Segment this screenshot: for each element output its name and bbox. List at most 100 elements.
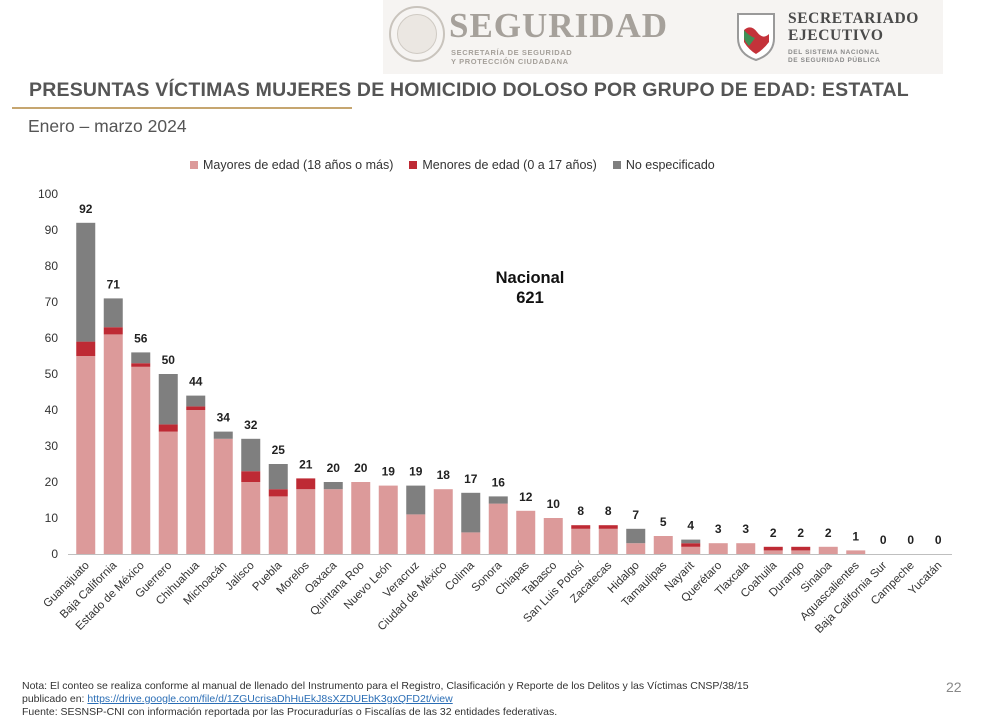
bar-segment-mayores [406,514,426,554]
bar-segment-menores [103,327,123,335]
bar-total-label: 34 [217,411,231,425]
y-tick-label: 40 [45,403,59,417]
bar-total-label: 0 [880,533,887,547]
bar-segment-no-especificado [76,222,96,342]
legend-swatch-no-especificado [612,161,621,169]
bar-total-label: 44 [189,375,203,389]
bar-segment-mayores [791,550,811,554]
y-tick-label: 0 [51,547,58,561]
y-tick-label: 90 [45,223,59,237]
source-link[interactable]: https://drive.google.com/file/d/1ZGUcris… [87,693,453,705]
y-tick-label: 50 [45,367,59,381]
bar-segment-menores [186,406,206,410]
bar-segment-mayores [213,438,233,554]
bar-total-label: 2 [825,526,832,540]
bar-segment-mayores [681,546,701,554]
legend-label-no-especificado: No especificado [625,158,715,172]
nacional-label: Nacional [495,269,565,287]
bar-segment-mayores [571,528,591,554]
bar-segment-menores [131,363,151,367]
bar-segment-menores [158,424,178,432]
bar-segment-mayores [103,334,123,554]
bar-segment-menores [598,525,618,529]
bar-segment-no-especificado [158,374,178,425]
bar-total-label: 17 [464,472,478,486]
bar-segment-no-especificado [626,528,646,544]
bar-segment-mayores [323,489,343,554]
seguridad-logo-title: SEGURIDAD [449,6,669,45]
bar-segment-no-especificado [406,485,426,515]
bar-segment-mayores [708,543,728,554]
bar-segment-mayores [186,410,206,554]
bar-segment-mayores [818,546,838,554]
legend-label-mayores: Mayores de edad (18 años o más) [203,158,394,172]
bar-total-label: 20 [354,461,368,475]
bar-segment-menores [296,478,316,490]
category-label: Jalisco [224,560,257,593]
bar-total-label: 56 [134,331,148,345]
page-number: 22 [946,679,962,695]
bar-total-label: 18 [437,468,451,482]
bar-segment-no-especificado [461,492,481,533]
bar-total-label: 2 [770,526,777,540]
bar-total-label: 0 [935,533,942,547]
bar-total-label: 20 [327,461,341,475]
bar-segment-mayores [736,543,756,554]
bar-segment-no-especificado [323,482,343,490]
title-underline [12,107,352,109]
legend-label-menores: Menores de edad (0 a 17 años) [422,158,597,172]
bar-segment-menores [241,471,261,482]
bar-segment-mayores [131,366,151,554]
legend-swatch-mayores [190,161,198,169]
bar-segment-no-especificado [681,539,701,544]
bar-segment-mayores [296,489,316,554]
bar-total-label: 12 [519,490,533,504]
bar-segment-menores [791,546,811,551]
bar-total-label: 19 [409,465,423,479]
bar-segment-menores [681,543,701,547]
y-tick-label: 10 [45,511,59,525]
bar-total-label: 5 [660,515,667,529]
seguridad-logo-subtitle: SECRETARÍA DE SEGURIDAD Y PROTECCIÓN CIU… [451,48,573,66]
bar-segment-mayores [543,518,563,554]
bar-segment-mayores [626,543,646,554]
bar-segment-mayores [378,485,398,554]
bar-segment-mayores [241,482,261,554]
shield-logo-icon [737,13,775,62]
bar-segment-no-especificado [213,431,233,439]
bar-segment-mayores [516,510,536,554]
nacional-total: Nacional 621 [480,268,580,308]
bar-segment-no-especificado [131,352,151,364]
bar-segment-menores [763,546,783,551]
legend-item-no-especificado: No especificado [612,158,715,172]
y-tick-label: 80 [45,259,59,273]
y-tick-label: 30 [45,439,59,453]
period-subtitle: Enero – marzo 2024 [28,116,187,136]
header-banner: SEGURIDAD SECRETARÍA DE SEGURIDAD Y PROT… [383,0,943,74]
bar-segment-mayores [158,431,178,554]
bar-segment-menores [571,525,591,529]
bar-segment-menores [268,489,288,497]
bar-segment-mayores [846,550,866,554]
bar-total-label: 3 [715,522,722,536]
y-tick-label: 60 [45,331,59,345]
bar-total-label: 1 [852,529,859,543]
bar-total-label: 16 [492,475,506,489]
legend-item-mayores: Mayores de edad (18 años o más) [190,158,393,172]
note-line-2: publicado en: https://drive.google.com/f… [22,693,453,705]
y-tick-label: 100 [38,187,58,201]
bar-segment-mayores [433,489,453,554]
bar-total-label: 50 [162,353,176,367]
source-line: Fuente: SESNSP-CNI con información repor… [22,706,558,718]
bar-segment-mayores [598,528,618,554]
secretariado-logo-title: SECRETARIADO EJECUTIVO [788,10,919,44]
bar-total-label: 32 [244,418,258,432]
page-title: PRESUNTAS VÍCTIMAS MUJERES DE HOMICIDIO … [29,79,909,101]
footer-note: Nota: El conteo se realiza conforme al m… [22,680,902,719]
national-seal-logo [389,6,445,62]
nacional-value: 621 [516,289,544,307]
legend-item-menores: Menores de edad (0 a 17 años) [409,158,597,172]
bar-total-label: 0 [907,533,914,547]
bar-segment-no-especificado [268,464,288,490]
